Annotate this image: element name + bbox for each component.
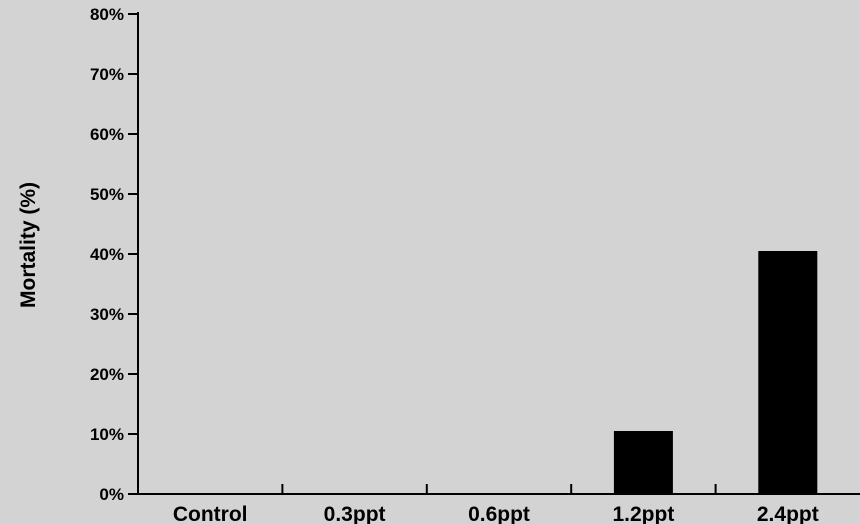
x-tick-label: Control [173,503,248,524]
x-tick-label: 1.2ppt [612,503,674,524]
y-tick-label: 10% [90,425,124,444]
y-tick-label: 20% [90,365,124,384]
x-tick-label: 0.6ppt [468,503,530,524]
bar-1.2ppt [613,431,673,494]
x-tick-label: 2.4ppt [757,503,819,524]
y-tick-label: 30% [90,305,124,324]
x-axis-ticks: Control 0.3ppt 0.6ppt 1.2ppt 2.4ppt [173,484,819,524]
y-tick-label: 60% [90,125,124,144]
y-tick-label: 70% [90,65,124,84]
y-tick-label: 40% [90,245,124,264]
y-tick-label: 50% [90,185,124,204]
bars-group [613,251,818,494]
bar-2.4ppt [758,251,818,494]
y-axis-ticks: 0% 10% 20% 30% 40% 50% 60% 70% 80% [90,5,138,504]
y-tick-label: 80% [90,5,124,24]
y-tick-label: 0% [99,485,124,504]
x-tick-label: 0.3ppt [324,503,386,524]
y-axis-title: Mortality (%) [17,182,40,308]
